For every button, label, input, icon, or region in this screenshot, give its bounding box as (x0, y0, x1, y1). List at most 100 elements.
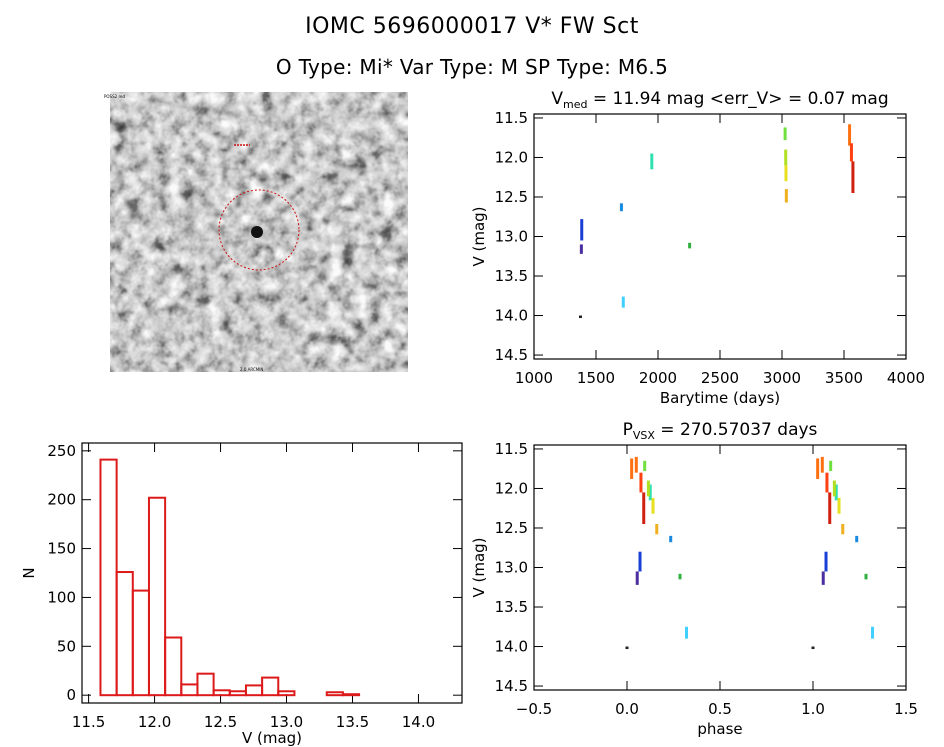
light-curve-data-point (851, 161, 855, 194)
light-curve-ylabel: V (mag) (470, 206, 488, 266)
light-curve-data-point (688, 242, 692, 249)
phased-curve-data-point (625, 646, 629, 650)
histogram-bar (164, 636, 183, 697)
light-curve-xtick-label: 2000 (639, 369, 677, 387)
light-curve-data-point (783, 127, 787, 141)
light-curve-xtick-label: 3500 (825, 369, 863, 387)
phased-curve-ytick-label: 14.0 (495, 638, 528, 656)
light-curve-xlabel: Barytime (days) (660, 389, 780, 407)
histogram-bar (325, 691, 344, 697)
light-curve-data-point (848, 124, 852, 146)
phased-curve-data-point (643, 460, 647, 472)
light-curve-chart: Vmed = 11.94 mag <err_V> = 0.07 mag 1000 1… (470, 89, 925, 407)
light-curve-data-point (619, 203, 623, 212)
histogram-xtick-label: 13.5 (336, 713, 369, 731)
phased-curve-data-point (639, 472, 643, 493)
histogram-bar (115, 571, 134, 697)
phased-curve-xtick-label: 0.0 (615, 700, 639, 718)
histogram-bar (180, 683, 199, 697)
phased-curve-data-point (820, 456, 824, 473)
phased-curve-xtick-label: 1.0 (801, 700, 825, 718)
phased-curve-data-point (648, 484, 652, 501)
phased-curve-title-subscript: VSX (633, 429, 656, 442)
light-curve-data-point (784, 165, 788, 182)
phased-curve-data-point (646, 480, 650, 497)
histogram-ytick-label: 250 (47, 442, 76, 460)
chart-title-line-1: IOMC 5696000017 V* FW Sct (305, 14, 639, 39)
phased-curve-ytick-label: 13.5 (495, 598, 528, 616)
target-circle (218, 189, 300, 271)
phased-curve-data-point (829, 460, 833, 472)
phased-light-curve-chart: PVSX = 270.57037 days −0.5 0.0 0.5 1.0 1.5 11.… (470, 420, 918, 738)
histogram-bar (99, 458, 118, 697)
phased-curve-ytick-label: 13.0 (495, 559, 528, 577)
light-curve-ytick-label: 13.0 (495, 228, 528, 246)
histogram-xtick-label: 14.0 (402, 713, 435, 731)
light-curve-ytick-label: 14.0 (495, 307, 528, 325)
phased-curve-data-point (638, 551, 642, 572)
phased-curve-title: PVSX = 270.57037 days (623, 420, 818, 442)
phased-curve-data-point (834, 484, 838, 501)
light-curve-xtick-label: 1500 (577, 369, 615, 387)
light-curve-data-point (580, 219, 584, 241)
phased-curve-data-point (651, 497, 655, 514)
phased-curve-data-point (685, 626, 689, 639)
histogram-xlabel: V (mag) (242, 729, 302, 747)
histogram-ytick-label: 200 (47, 491, 76, 509)
light-curve-title-subscript: med (563, 98, 587, 111)
phased-curve-data-point (824, 551, 828, 572)
phased-curve-title-main: P (623, 420, 633, 440)
histogram-xtick-label: 13.0 (270, 713, 303, 731)
phased-curve-data-point (841, 524, 845, 535)
phased-curve-data-point (864, 573, 868, 580)
histogram-ytick-label: 150 (47, 540, 76, 558)
histogram-bar (277, 690, 296, 697)
histogram-ylabel: N (20, 567, 38, 578)
phased-curve-ylabel: V (mag) (470, 537, 488, 597)
light-curve-title-main: V (551, 89, 563, 109)
histogram-bar (131, 589, 150, 697)
light-curve-ytick-label: 12.5 (495, 188, 528, 206)
light-curve-xtick-label: 3000 (763, 369, 801, 387)
histogram-xtick-label: 12.5 (204, 713, 237, 731)
light-curve-data-point (784, 189, 788, 203)
phased-curve-ytick-label: 12.5 (495, 519, 528, 537)
finder-bottom-label: 2.0 ARCMIN (240, 367, 263, 372)
phased-curve-data-point (634, 456, 638, 473)
phased-curve-ytick-label: 14.5 (495, 677, 528, 695)
phased-curve-ytick-label: 12.0 (495, 479, 528, 497)
light-curve-xtick-label: 1000 (515, 369, 553, 387)
light-curve-data-point (784, 149, 788, 166)
phased-curve-data-point (816, 458, 820, 479)
phased-curve-data-point (635, 571, 639, 585)
light-curve-xtick-label: 2500 (701, 369, 739, 387)
histogram-bar (196, 672, 215, 697)
light-curve-ytick-label: 13.5 (495, 267, 528, 285)
phased-curve-xtick-label: 0.5 (708, 700, 732, 718)
histogram-ytick-label: 100 (47, 588, 76, 606)
histogram-ytick-label: 50 (57, 637, 76, 655)
phased-curve-data-point (855, 535, 859, 543)
histogram-plot-frame (81, 442, 463, 704)
light-curve-xtick-label: 4000 (887, 369, 925, 387)
phased-curve-data-point (837, 497, 841, 514)
histogram-xtick-label: 12.0 (138, 713, 171, 731)
phased-curve-data-point (811, 646, 815, 650)
light-curve-data-point (650, 153, 654, 170)
phased-curve-data-point (825, 472, 829, 493)
phased-curve-data-point (669, 535, 673, 543)
histogram-xtick-label: 11.5 (72, 713, 105, 731)
phased-curve-data-point (642, 492, 646, 525)
phased-curve-xtick-label: 1.5 (894, 700, 918, 718)
phased-curve-xtick-label: −0.5 (516, 700, 552, 718)
phased-curve-xlabel: phase (697, 720, 742, 738)
light-curve-ytick-label: 12.0 (495, 148, 528, 166)
light-curve-title-rest: = 11.94 mag <err_V> = 0.07 mag (587, 89, 888, 109)
finder-image: POSS2 red 2.0 ARCMIN (104, 92, 408, 372)
phased-curve-data-point (871, 626, 875, 639)
histogram-bar (341, 693, 361, 697)
phased-curve-plot-frame (533, 444, 907, 691)
light-curve-data-point (849, 143, 853, 162)
histogram-bar (244, 684, 264, 697)
phased-curve-title-rest: = 270.57037 days (655, 420, 818, 440)
